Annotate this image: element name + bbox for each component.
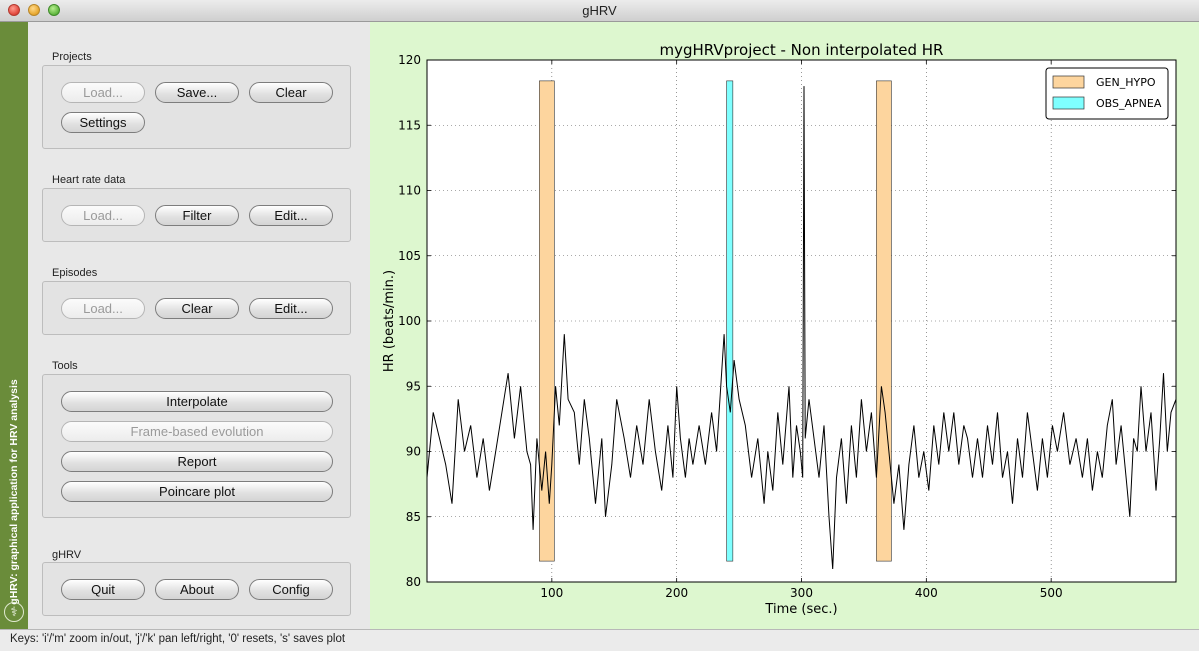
y-tick-label: 100 — [398, 314, 421, 328]
legend-gen-hypo-swatch — [1052, 75, 1085, 89]
legend-gen-hypo-label: GEN_HYPO — [1096, 76, 1156, 89]
gen-hypo-episode-bar[interactable] — [539, 80, 555, 562]
projects-group-label: Projects — [52, 51, 92, 63]
about-button[interactable]: About — [155, 579, 239, 600]
poincare-plot-button[interactable]: Poincare plot — [61, 481, 333, 502]
projects-load-button[interactable]: Load... — [61, 82, 145, 103]
heart-rate-group-label: Heart rate data — [52, 174, 126, 186]
x-tick-label: 300 — [790, 586, 813, 600]
app-sidebar-banner: gHRV: graphical application for HRV anal… — [0, 22, 28, 629]
heart-rate-edit-button[interactable]: Edit... — [249, 205, 333, 226]
episodes-group-label: Episodes — [52, 267, 98, 279]
legend-obs-apnea-swatch — [1052, 96, 1085, 110]
projects-group — [42, 65, 351, 149]
y-tick-label: 95 — [406, 379, 421, 393]
legend-obs-apnea-label: OBS_APNEA — [1096, 97, 1162, 110]
report-button[interactable]: Report — [61, 451, 333, 472]
y-tick-label: 80 — [406, 575, 421, 589]
projects-clear-button[interactable]: Clear — [249, 82, 333, 103]
gen-hypo-episode-bar[interactable] — [876, 80, 892, 562]
y-tick-label: 85 — [406, 510, 421, 524]
zoom-window-button[interactable] — [48, 4, 60, 16]
status-bar: Keys: 'i'/'m' zoom in/out, 'j'/'k' pan l… — [0, 629, 1199, 651]
projects-save-button[interactable]: Save... — [155, 82, 239, 103]
tools-group-label: Tools — [52, 360, 78, 372]
y-tick-label: 115 — [398, 118, 421, 132]
quit-button[interactable]: Quit — [61, 579, 145, 600]
plot-frame — [426, 59, 1177, 583]
ghrv-group-label: gHRV — [52, 549, 82, 561]
episodes-clear-button[interactable]: Clear — [155, 298, 239, 319]
x-axis-label: Time (sec.) — [764, 602, 837, 617]
status-text: Keys: 'i'/'m' zoom in/out, 'j'/'k' pan l… — [10, 633, 346, 645]
chart-title: mygHRVproject - Non interpolated HR — [660, 41, 944, 59]
obs-apnea-episode-bar[interactable] — [726, 80, 734, 562]
filter-button[interactable]: Filter — [155, 205, 239, 226]
x-tick-label: 400 — [915, 586, 938, 600]
hr-chart[interactable]: 100 200 300 400 500 80 85 90 95 100 105 110 115 120 my… — [370, 22, 1199, 629]
config-button[interactable]: Config — [249, 579, 333, 600]
close-window-button[interactable] — [8, 4, 20, 16]
y-axis-label: HR (beats/min.) — [382, 270, 397, 372]
ghrv-logo-icon: ⚕ — [4, 602, 24, 622]
frame-based-evolution-button[interactable]: Frame-based evolution — [61, 421, 333, 442]
minimize-window-button[interactable] — [28, 4, 40, 16]
episodes-edit-button[interactable]: Edit... — [249, 298, 333, 319]
hr-series-line — [426, 86, 1177, 570]
interpolate-button[interactable]: Interpolate — [61, 391, 333, 412]
x-tick-label: 100 — [540, 586, 563, 600]
y-tick-label: 110 — [398, 184, 421, 198]
window-title: gHRV — [582, 3, 617, 18]
settings-button[interactable]: Settings — [61, 112, 145, 133]
episodes-load-button[interactable]: Load... — [61, 298, 145, 319]
y-tick-label: 120 — [398, 53, 421, 67]
x-tick-label: 500 — [1040, 586, 1063, 600]
y-tick-label: 105 — [398, 249, 421, 263]
plot-area[interactable]: 100 200 300 400 500 80 85 90 95 100 105 110 115 120 my… — [370, 22, 1199, 629]
y-tick-label: 90 — [406, 445, 421, 459]
sidebar-banner-text: gHRV: graphical application for HRV anal… — [8, 379, 20, 605]
x-tick-label: 200 — [665, 586, 688, 600]
window-titlebar: gHRV — [0, 0, 1199, 22]
heart-rate-load-button[interactable]: Load... — [61, 205, 145, 226]
